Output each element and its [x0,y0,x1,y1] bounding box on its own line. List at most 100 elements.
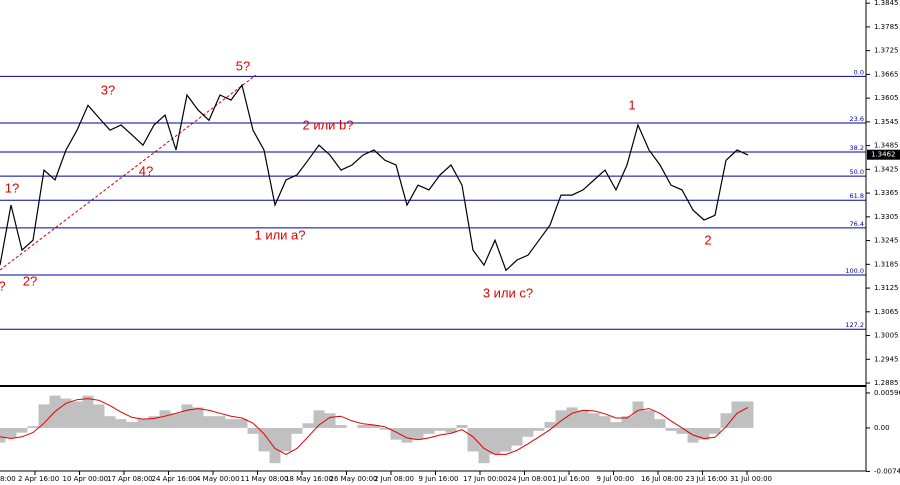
macd-bar [577,410,589,428]
fib-label: 127.2 [845,321,864,329]
macd-bar [555,410,567,428]
macd-bar [456,425,468,428]
macd-bar [170,413,182,428]
x-tick-label: 2 Apr 16:00 [18,475,59,483]
wave-label: 4? [139,163,153,178]
macd-bar [137,419,149,428]
macd-bar [126,422,138,428]
y-tick-label: 1.3605 [874,94,899,102]
macd-bar [203,416,215,428]
macd-bar [181,404,193,428]
x-tick-label: 17 Apr 08:00 [107,475,153,483]
macd-bar [258,427,270,452]
macd-bar [214,416,226,428]
macd-bar [478,427,490,464]
y-tick-label: 1.3125 [874,284,899,292]
macd-bar [324,413,336,428]
macd-bar [445,427,457,433]
macd-bar [709,427,721,434]
wave-label: ? [0,278,6,293]
macd-bar [280,427,292,452]
macd-bar [269,427,281,464]
macd-bar [247,427,259,434]
macd-bar [632,401,644,428]
macd-bar [599,416,611,428]
y-tick-label: 1.3185 [874,260,899,268]
y-tick-label: 1.3425 [874,165,899,173]
macd-bar [60,398,72,428]
macd-bar [225,419,237,428]
y-tick-label: 1.3485 [874,142,899,150]
macd-bar [720,413,732,428]
macd-bar [192,407,204,428]
macd-bar [588,413,600,428]
macd-tick-label: -0.0074 [874,467,900,475]
macd-bar [302,423,314,428]
y-tick-label: 1.3305 [874,213,899,221]
macd-bar [357,425,369,428]
fib-label: 100.0 [845,267,864,275]
macd-bar [643,410,655,428]
macd-bar [698,427,710,440]
macd-bar [500,427,512,452]
x-tick-label: 23 Jul 16:00 [686,475,728,483]
wave-label: 1 [628,97,635,112]
fib-label: 76.4 [850,220,864,228]
macd-bar [148,416,160,428]
macd-bar [676,427,688,434]
wave-label: 2 [704,232,711,247]
current-price-label: 1.3462 [871,151,896,159]
macd-bar [82,395,94,428]
wave-label: 3? [101,82,115,97]
macd-tick-label: 0.00 [874,424,890,432]
x-tick-label: 1 Jul 16:00 [552,475,590,483]
x-tick-label: 17 Jun 00:00 [463,475,507,483]
macd-bar [236,419,248,428]
macd-bar [654,419,666,428]
x-tick-label: 2 Jun 08:00 [374,475,414,483]
macd-bar [16,427,28,433]
wave-label: 1? [5,180,19,195]
macd-bar [665,427,677,431]
macd-bar [522,427,534,437]
macd-bar [610,422,622,428]
macd-bar [27,426,39,428]
x-tick-label: 9 Jul 00:00 [597,475,635,483]
fib-label: 50.0 [850,168,864,176]
x-tick-label: 18 May 16:00 [285,475,333,483]
macd-tick-label: 0.00596 [874,389,900,397]
x-tick-label: 8:00 [0,475,16,483]
y-tick-label: 1.3065 [874,308,899,316]
wave-label: 3 или c? [483,285,533,300]
macd-bar [390,427,402,440]
macd-bar [379,427,391,430]
macd-bar [71,401,83,428]
macd-bar [5,427,17,438]
macd-bar [335,425,347,428]
x-tick-label: 16 Jul 08:00 [641,475,683,483]
y-tick-label: 1.3365 [874,189,899,197]
wave-label: 5? [236,58,250,73]
macd-bar [291,427,303,434]
current-price-box [867,149,900,160]
macd-bar [115,419,127,428]
y-tick-label: 1.3245 [874,237,899,245]
macd-bar [401,427,413,443]
fib-label: 38.2 [850,144,864,152]
macd-bar [412,427,424,440]
macd-bar [423,427,435,434]
x-tick-label: 24 Jun 08:00 [508,475,552,483]
y-tick-label: 1.3845 [874,0,899,7]
macd-signal [0,398,749,455]
y-tick-label: 1.3005 [874,332,899,340]
macd-bar [434,427,446,431]
fib-label: 0.0 [854,68,864,76]
fib-label: 23.6 [850,115,864,123]
macd-bar [467,427,479,452]
y-tick-label: 1.3725 [874,47,899,55]
y-tick-label: 1.3665 [874,70,899,78]
x-tick-label: 10 Apr 00:00 [63,475,109,483]
price-line [0,83,749,272]
